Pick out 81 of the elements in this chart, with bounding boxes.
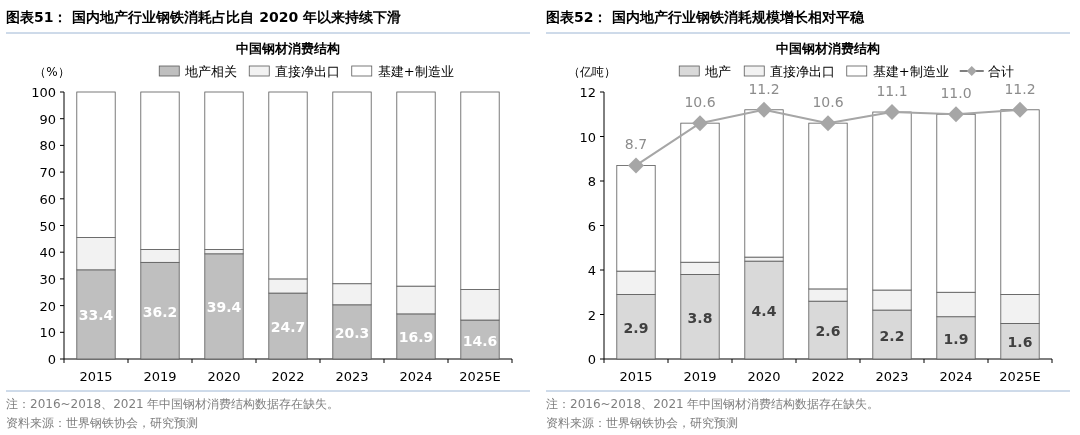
y-tick-label: 60 <box>39 191 56 207</box>
data-label: 24.7 <box>270 319 306 336</box>
bar <box>204 253 244 360</box>
y-tick-label: 70 <box>39 165 56 181</box>
x-tick-label: 2024 <box>939 369 973 384</box>
data-label: 36.2 <box>142 303 178 320</box>
point <box>884 104 900 121</box>
data-label: 2.9 <box>623 319 649 336</box>
y-tick-label: 6 <box>587 218 596 234</box>
chart-subtitle: 中国钢材消费结构 <box>236 41 340 56</box>
data-label: 11.2 <box>748 80 780 97</box>
data-label: 11.2 <box>1004 80 1036 97</box>
x-tick-label: 2022 <box>271 369 305 384</box>
data-label: 10.6 <box>812 94 844 111</box>
y-tick-label: 20 <box>39 298 56 314</box>
data-label: 11.0 <box>940 85 972 102</box>
legend-label: 合计 <box>987 64 1014 79</box>
text: 资料来源：世界钢铁协会，研究预测 <box>546 416 738 430</box>
chart-title: 图表52： 国内地产行业钢铁消耗规模增长相对平稳 <box>546 9 866 25</box>
y-tick-label: 40 <box>39 245 56 261</box>
data-label: 2.6 <box>815 323 841 340</box>
data-label: 4.4 <box>751 303 777 320</box>
y-axis-title: （%） <box>34 65 70 79</box>
data-label: 39.4 <box>206 299 242 316</box>
x-tick-label: 2015 <box>79 369 113 384</box>
x-tick-label: 2020 <box>207 369 241 384</box>
x-tick-label: 2023 <box>335 369 369 384</box>
x-tick-label: 2024 <box>399 369 433 384</box>
data-label: 10.6 <box>684 94 716 111</box>
y-tick-label: 80 <box>39 138 56 154</box>
legend-label: 基建+制造业 <box>872 64 949 79</box>
y-tick-label: 0 <box>47 352 56 367</box>
data-label: 33.4 <box>78 307 114 324</box>
point <box>756 101 772 118</box>
text: 注：2016~2018、2021 年中国钢材消费结构数据存在缺失。 <box>546 397 880 411</box>
x-tick-label: 2019 <box>683 369 717 384</box>
legend-label: 地产 <box>704 64 732 79</box>
y-tick-label: 10 <box>579 129 596 145</box>
y-tick-label: 90 <box>39 111 56 127</box>
y-tick-label: 100 <box>31 85 56 100</box>
legend-label: 地产相关 <box>184 64 238 79</box>
y-tick-label: 50 <box>39 218 56 234</box>
x-tick-label: 2025E <box>459 369 501 384</box>
bar <box>744 109 784 258</box>
legend-label: 基建+制造业 <box>377 64 454 79</box>
chart-subtitle: 中国钢材消费结构 <box>776 41 880 56</box>
data-label: 1.9 <box>943 330 969 347</box>
y-tick-label: 8 <box>587 174 596 189</box>
legend-label: 直接净出口 <box>275 64 341 79</box>
text: 资料来源：世界钢铁协会，研究预测 <box>6 416 198 430</box>
point <box>628 157 644 174</box>
x-tick-label: 2022 <box>811 369 845 384</box>
x-tick-label: 2025E <box>999 369 1041 384</box>
y-tick-label: 4 <box>587 263 596 278</box>
x-tick-label: 2019 <box>143 369 177 384</box>
point <box>1012 101 1028 118</box>
bar <box>204 91 244 250</box>
y-tick-label: 30 <box>39 271 56 287</box>
data-label: 14.6 <box>462 332 498 349</box>
y-tick-label: 12 <box>579 85 596 100</box>
legend-label: 直接净出口 <box>770 64 836 79</box>
point <box>820 115 836 132</box>
point <box>692 115 708 132</box>
data-label: 8.7 <box>624 136 648 153</box>
point <box>948 106 964 123</box>
chart-title: 图表51： 国内地产行业钢铁消耗占比自 2020 年以来持续下滑 <box>6 9 402 25</box>
text: 注：2016~2018、2021 年中国钢材消费结构数据存在缺失。 <box>6 397 340 411</box>
data-label: 11.1 <box>876 83 908 100</box>
y-axis-title: （亿吨） <box>568 65 616 79</box>
bar <box>744 260 784 360</box>
x-tick-label: 2015 <box>619 369 653 384</box>
y-tick-label: 0 <box>587 352 596 367</box>
data-label: 2.2 <box>879 327 905 344</box>
data-label: 16.9 <box>398 329 434 346</box>
y-tick-label: 10 <box>39 325 56 341</box>
data-label: 20.3 <box>334 324 370 341</box>
x-tick-label: 2020 <box>747 369 781 384</box>
x-tick-label: 2023 <box>875 369 909 384</box>
data-label: 3.8 <box>687 309 713 326</box>
y-tick-label: 2 <box>587 307 596 323</box>
data-label: 1.6 <box>1007 334 1033 351</box>
